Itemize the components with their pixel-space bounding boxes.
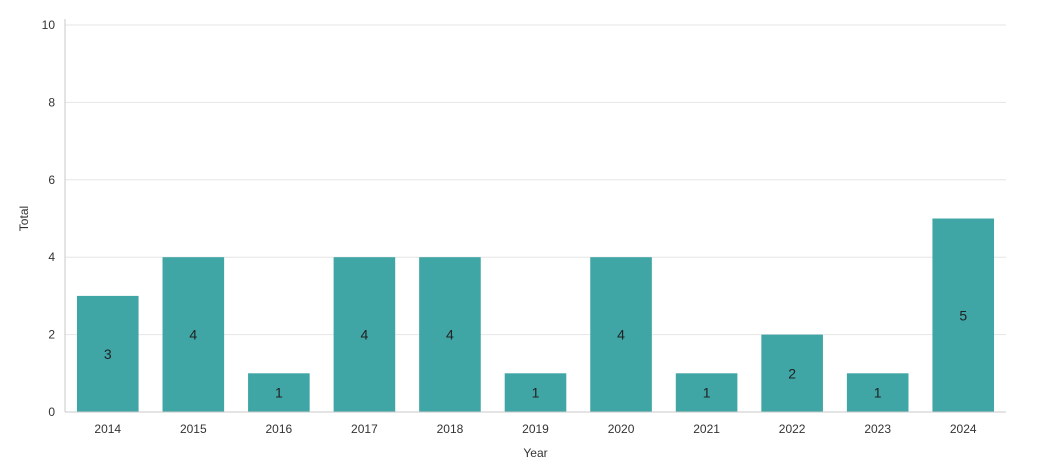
- bar: [846, 373, 909, 412]
- x-tick-label: 2020: [608, 422, 635, 436]
- bar: [333, 257, 396, 412]
- bar: [932, 218, 995, 412]
- y-axis-title: Total: [17, 206, 31, 231]
- y-tick-label: 8: [48, 95, 55, 109]
- x-axis-ticks: 2014 2015 2016 2017 2018 2019 2020 2021 2022 2023…: [94, 422, 976, 436]
- data-label: 1: [275, 385, 283, 401]
- bar: [162, 257, 225, 412]
- data-label: 3: [104, 346, 112, 362]
- x-tick-label: 2022: [779, 422, 806, 436]
- y-tick-label: 2: [48, 328, 55, 342]
- data-label: 1: [703, 385, 711, 401]
- bar: [419, 257, 481, 412]
- data-label: 4: [446, 327, 454, 343]
- x-tick-label: 2015: [180, 422, 207, 436]
- x-tick-label: 2019: [522, 422, 549, 436]
- data-label: 4: [189, 327, 197, 343]
- y-tick-label: 10: [42, 18, 56, 32]
- bars: 3 4 1 4 4 1 4 1 2 1 5: [76, 218, 995, 412]
- x-axis-title: Year: [523, 446, 547, 460]
- x-tick-label: 2016: [266, 422, 293, 436]
- x-tick-label: 2024: [950, 422, 977, 436]
- x-tick-label: 2014: [94, 422, 121, 436]
- data-label: 2: [788, 365, 796, 381]
- y-axis-ticks: 0 2 4 6 8 10: [42, 18, 56, 419]
- bar: [504, 373, 567, 412]
- x-tick-label: 2017: [351, 422, 378, 436]
- data-label: 1: [532, 385, 540, 401]
- data-label: 1: [874, 385, 882, 401]
- bar: [76, 295, 139, 412]
- bar: [761, 334, 823, 412]
- x-tick-label: 2023: [864, 422, 891, 436]
- data-label: 5: [959, 307, 967, 323]
- data-label: 4: [361, 327, 369, 343]
- x-tick-label: 2018: [437, 422, 464, 436]
- x-tick-label: 2021: [693, 422, 720, 436]
- y-tick-label: 4: [48, 250, 55, 264]
- data-label: 4: [617, 327, 625, 343]
- y-tick-label: 6: [48, 173, 55, 187]
- bar: [675, 373, 738, 412]
- bar: [248, 373, 310, 412]
- y-tick-label: 0: [48, 405, 55, 419]
- bar: [590, 257, 652, 412]
